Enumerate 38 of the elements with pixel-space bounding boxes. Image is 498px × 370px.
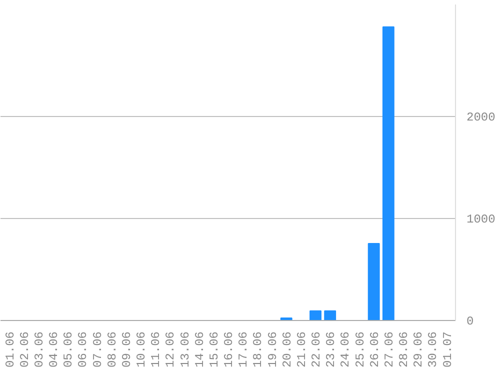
x-tick-label: 16.06 [222,331,236,368]
x-tick-label: 25.06 [353,331,368,368]
x-tick-label: 10.06 [134,331,148,368]
x-tick-label: 26.06 [368,331,382,368]
x-tick-label: 05.06 [62,331,76,368]
bar [368,243,380,320]
x-tick-label: 21.06 [294,331,309,368]
x-tick-label: 14.06 [192,331,207,368]
x-tick-label: 30.06 [426,331,440,368]
x-tick-label: 18.06 [251,331,266,368]
y-tick-label: 1000 [466,212,496,227]
x-tick-label: 08.06 [105,331,120,368]
x-tick-label: 27.06 [382,331,396,368]
x-tick-label: 24.06 [338,331,353,368]
x-tick-label: 01.07 [440,331,455,368]
bar [310,310,322,320]
x-tick-label: 29.06 [412,331,426,368]
x-tick-label: 03.06 [32,331,46,368]
x-tick-label: 07.06 [90,331,105,368]
y-tick-label: 0 [466,314,474,328]
x-tick-label: 09.06 [120,331,134,368]
x-tick-label: 02.06 [18,331,32,368]
x-tick-label: 20.06 [280,331,294,368]
bar [382,26,394,320]
x-tick-label: 11.06 [149,331,164,368]
bar [324,310,336,320]
x-tick-label: 23.06 [324,331,338,368]
x-tick-label: 12.06 [164,331,178,368]
x-tick-label: 17.06 [236,331,251,368]
x-tick-label: 04.06 [47,331,61,368]
x-tick-label: 13.06 [178,331,192,368]
x-tick-label: 15.06 [207,331,222,368]
y-tick-label: 2000 [466,110,496,125]
x-tick-label: 22.06 [310,331,324,368]
x-tick-label: 28.06 [397,331,411,368]
x-tick-label: 06.06 [76,331,90,368]
x-tick-label: 01.06 [3,331,18,368]
x-tick-label: 19.06 [266,331,280,368]
